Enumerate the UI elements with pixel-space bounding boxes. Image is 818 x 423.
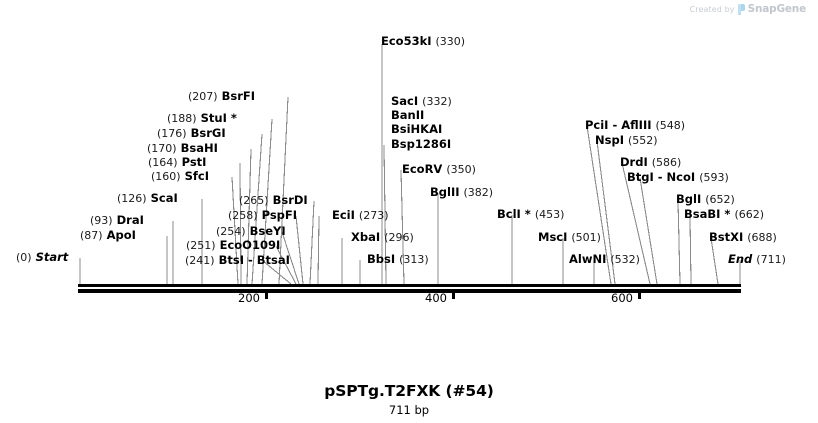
leader-ecii [317,215,320,285]
plasmid-name: pSPTg.T2FXK (#54) [324,382,494,400]
site-label-pspfi[interactable]: (258) PspFI [228,208,298,223]
site-label-bgli[interactable]: BglI (652) [676,192,735,207]
snapgene-logo-icon [737,3,745,15]
site-label-bsrfi[interactable]: (207) BsrFI [188,89,256,104]
site-label-bsp1286i[interactable]: Bsp1286I [391,137,452,151]
site-label-bbsi[interactable]: BbsI (313) [367,252,429,267]
backbone-line-top [78,284,741,287]
site-label-bsihkai[interactable]: BsiHKAI [391,122,443,136]
site-label-sfci[interactable]: (160) SfcI [151,169,209,184]
leader-bseyi [281,231,300,285]
site-label-bcli[interactable]: BclI * (453) [497,207,565,222]
leader-sfci [231,176,239,285]
site-label-scai[interactable]: (126) ScaI [117,191,178,206]
site-label-ecorv[interactable]: EcoRV (350) [402,162,476,177]
plasmid-length: 711 bp [388,403,430,417]
plasmid-title-block: pSPTg.T2FXK (#54) 711 bp [0,382,818,417]
site-label-ecoo109i[interactable]: (251) EcoO109I [186,238,281,253]
leader-btsi [262,260,292,285]
leader-psti [239,162,242,285]
leader-pcii [586,125,612,285]
leader-bsabi [689,214,692,285]
leader-bsrgi [251,133,263,285]
site-label-stui[interactable]: (188) StuI * [167,111,237,126]
site-label-nspi[interactable]: NspI (552) [595,133,658,148]
site-label-end[interactable]: End (711) [728,252,786,267]
leader-drdi [621,162,651,285]
leader-ecorv [400,169,405,285]
leader-bstxi [710,237,719,285]
site-label-msci[interactable]: MscI (501) [538,230,601,245]
snapgene-watermark: Created by SnapGene [690,3,806,15]
backbone-line-bottom [78,289,741,293]
site-label-bsahi[interactable]: (170) BsaHI [147,141,218,156]
ruler-tick-200 [265,290,268,299]
leader-btgi [639,177,658,285]
site-label-bsabi[interactable]: BsaBI * (662) [684,207,765,222]
ruler-label-600: 600 [611,291,633,305]
site-label-drdi[interactable]: DrdI (586) [620,155,682,170]
site-label-bstxi[interactable]: BstXI (688) [709,230,777,245]
ruler-label-200: 200 [238,291,260,305]
leader-ecoo109i [275,245,297,285]
site-label-alwni[interactable]: AlwNI (532) [569,252,640,267]
leader-bsrdi [309,200,315,285]
site-label-bsrdi[interactable]: (265) BsrDI [239,193,308,208]
leader-saci-group [383,144,387,285]
site-label-psti[interactable]: (164) PstI [148,155,207,170]
leader-pspfi [295,215,304,285]
site-label-banii[interactable]: BanII [391,108,425,122]
site-label-xbai[interactable]: XbaI (296) [351,230,414,245]
site-label-drai[interactable]: (93) DraI [90,213,144,228]
site-label-saci[interactable]: SacI (332) [391,94,452,109]
leader-bsahi [246,148,252,285]
site-label-bsrgi[interactable]: (176) BsrGI [157,126,226,141]
leader-bgli [677,199,681,285]
leader-stui [261,118,273,285]
site-label-start[interactable]: (0) Start [16,250,69,265]
ruler-tick-600 [638,290,641,299]
site-label-ecii[interactable]: EciI (273) [332,208,389,223]
watermark-brand-text: SnapGene [747,3,807,15]
site-label-btsi[interactable]: (241) BtsI - BtsaI [185,253,290,268]
site-label-pcii[interactable]: PciI - AflIII (548) [585,118,686,133]
ruler-tick-400 [452,290,455,299]
site-label-bglii[interactable]: BglII (382) [430,185,494,200]
leader-bsrfi [278,96,289,285]
leader-nspi [596,140,616,285]
ruler-label-400: 400 [425,291,447,305]
site-label-btgi[interactable]: BtgI - NcoI (593) [627,170,729,185]
site-label-apoi[interactable]: (87) ApoI [80,228,136,243]
site-label-eco53ki[interactable]: Eco53kI (330) [381,34,466,49]
watermark-prefix-text: Created by [689,4,735,14]
site-label-bseyi[interactable]: (254) BseYI [216,224,286,239]
